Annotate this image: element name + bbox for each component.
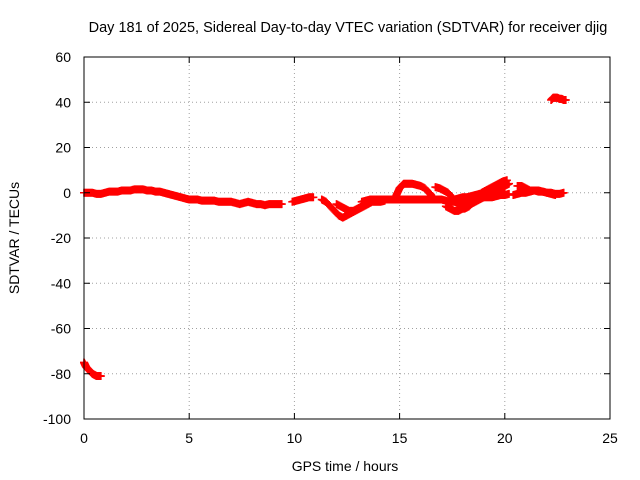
data-points bbox=[80, 93, 570, 381]
data-point bbox=[277, 200, 286, 209]
x-tick-label: 20 bbox=[497, 430, 513, 446]
data-point bbox=[505, 179, 514, 188]
data-point bbox=[309, 193, 318, 202]
y-tick-label: -100 bbox=[43, 411, 71, 427]
y-tick-labels: -100 -80 -60 -40 -20 0 20 40 60 bbox=[43, 49, 71, 427]
data-point bbox=[500, 183, 509, 192]
y-tick-label: 60 bbox=[55, 49, 71, 65]
x-tick-label: 25 bbox=[602, 430, 618, 446]
x-tick-labels: 0 5 10 15 20 25 bbox=[80, 430, 618, 446]
y-tick-label: -20 bbox=[51, 230, 71, 246]
data-point bbox=[559, 188, 568, 197]
y-axis-label: SDTVAR / TECUs bbox=[6, 182, 22, 294]
y-tick-label: 0 bbox=[63, 185, 71, 201]
x-tick-label: 5 bbox=[185, 430, 193, 446]
x-tick-label: 0 bbox=[80, 430, 88, 446]
data-point bbox=[429, 195, 438, 204]
y-tick-label: -60 bbox=[51, 321, 71, 337]
axis-ticks bbox=[83, 56, 611, 420]
grid-lines bbox=[84, 57, 610, 419]
y-tick-label: 40 bbox=[55, 94, 71, 110]
y-tick-label: 20 bbox=[55, 140, 71, 156]
data-point bbox=[551, 191, 560, 200]
y-tick-label: -40 bbox=[51, 275, 71, 291]
chart-title: Day 181 of 2025, Sidereal Day-to-day VTE… bbox=[89, 20, 608, 36]
y-tick-label: -80 bbox=[51, 366, 71, 382]
x-axis-label: GPS time / hours bbox=[292, 458, 399, 474]
data-point bbox=[561, 95, 570, 104]
x-tick-label: 15 bbox=[392, 430, 408, 446]
x-tick-label: 10 bbox=[287, 430, 303, 446]
plot-frame bbox=[83, 56, 611, 420]
data-point bbox=[96, 372, 105, 381]
